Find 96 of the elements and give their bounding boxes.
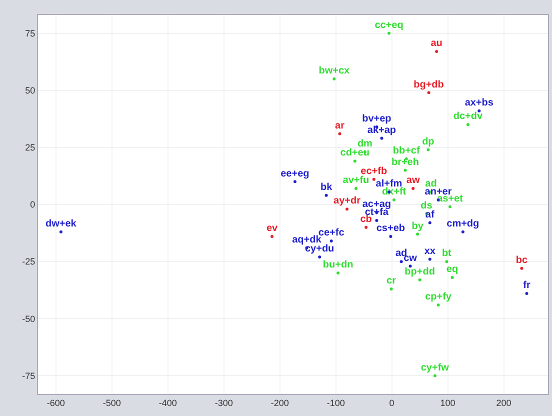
point xyxy=(435,50,438,54)
x-tick-label: -600 xyxy=(46,398,65,408)
point xyxy=(461,230,464,234)
point xyxy=(375,218,378,222)
data-label: av+fu xyxy=(342,175,370,186)
data-label: aq+dk xyxy=(292,234,322,246)
point xyxy=(389,234,392,238)
data-label: cm+dg xyxy=(446,218,480,230)
x-tick-label: -300 xyxy=(214,398,233,408)
data-label: bg+db xyxy=(414,79,444,90)
point xyxy=(525,292,528,296)
point xyxy=(433,374,436,378)
data-label: cb xyxy=(360,214,372,225)
data-label: dm xyxy=(357,138,373,150)
data-label: bp+dd xyxy=(404,266,435,278)
point xyxy=(400,260,403,264)
point xyxy=(388,32,391,35)
point xyxy=(380,136,384,140)
data-label: bv+ep xyxy=(362,113,392,124)
point xyxy=(427,91,430,94)
point xyxy=(353,160,356,163)
data-label: cs+eb xyxy=(376,223,406,234)
y-tick-label: 0 xyxy=(30,200,36,210)
point xyxy=(372,178,376,181)
point xyxy=(354,187,358,190)
point xyxy=(445,260,448,264)
x-tick-label: 0 xyxy=(389,398,394,408)
point xyxy=(332,77,336,80)
point xyxy=(346,208,349,211)
data-label: ev xyxy=(266,223,278,234)
data-label: ac+ag xyxy=(362,199,392,210)
data-label: cc+eq xyxy=(374,20,404,31)
data-label: bt xyxy=(442,248,452,260)
data-label: bk xyxy=(320,182,333,193)
data-label: ds xyxy=(420,200,433,212)
data-label: ee+eg xyxy=(280,168,310,180)
x-tick-label: -200 xyxy=(270,398,289,408)
point xyxy=(450,276,454,280)
point xyxy=(466,123,470,126)
point xyxy=(428,258,432,261)
data-label: cd+eu xyxy=(340,148,370,159)
point xyxy=(404,168,407,172)
data-label: ax+bs xyxy=(464,98,494,109)
data-label: bc xyxy=(516,255,528,266)
data-label: au xyxy=(430,38,442,50)
point xyxy=(448,205,452,208)
data-label: ak+ap xyxy=(367,124,396,136)
point xyxy=(390,287,393,290)
point xyxy=(330,240,333,243)
data-label: aw xyxy=(406,175,420,186)
point xyxy=(270,234,274,238)
data-label: cy+du xyxy=(304,244,334,255)
point xyxy=(318,256,322,259)
data-label: by xyxy=(412,220,424,232)
point xyxy=(293,180,296,184)
data-label: dw+ek xyxy=(46,218,77,230)
y-tick-label: -25 xyxy=(22,256,36,267)
data-label: ad xyxy=(425,178,437,190)
x-tick-label: -100 xyxy=(326,398,345,408)
data-label: af xyxy=(425,209,435,220)
y-tick-label: -50 xyxy=(22,314,36,324)
point xyxy=(416,232,420,236)
point xyxy=(364,226,368,229)
data-label: fr xyxy=(523,280,530,292)
data-label: cr xyxy=(386,276,396,287)
x-tick-label: 100 xyxy=(440,398,456,408)
point xyxy=(520,266,524,270)
data-label: ar xyxy=(335,120,345,132)
point xyxy=(428,221,432,224)
x-tick-label: -500 xyxy=(102,398,121,408)
x-tick-label: 200 xyxy=(496,398,512,408)
point xyxy=(338,132,342,136)
data-label: cp+fy xyxy=(425,292,452,303)
data-label: br+eh xyxy=(391,156,419,168)
data-label: dp xyxy=(422,136,434,148)
data-label: xx xyxy=(424,246,436,257)
data-label: bb+cf xyxy=(392,145,420,156)
point xyxy=(418,278,422,282)
point xyxy=(59,230,62,234)
point xyxy=(324,194,328,197)
point xyxy=(336,271,340,274)
y-tick-label: 50 xyxy=(25,85,36,96)
data-label: eq xyxy=(446,264,458,276)
data-label: dc+dv xyxy=(453,111,483,122)
point xyxy=(412,187,415,190)
data-label: bu+dn xyxy=(322,260,354,271)
data-label: cy+fw xyxy=(420,362,450,374)
data-label: bw+cx xyxy=(318,66,350,77)
point xyxy=(426,148,430,152)
y-tick-label: -75 xyxy=(22,370,36,381)
y-tick-label: 25 xyxy=(25,142,36,153)
point xyxy=(392,198,396,202)
x-tick-label: -400 xyxy=(158,398,177,408)
data-label: ay+dr xyxy=(334,196,361,207)
y-tick-label: 75 xyxy=(25,28,36,38)
point xyxy=(436,303,440,306)
